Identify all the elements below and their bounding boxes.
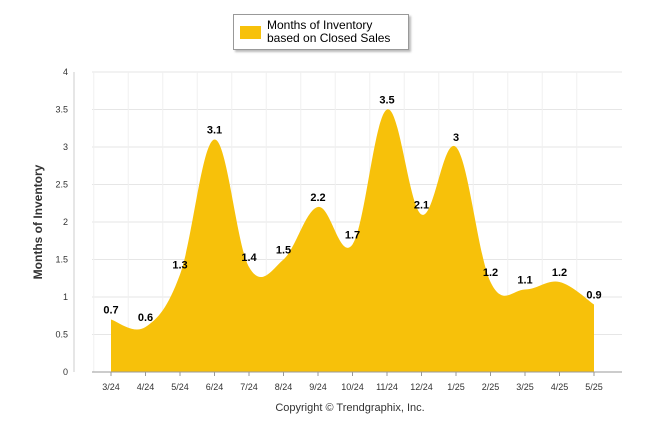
y-tick-label: 0 [63,367,68,377]
data-label: 0.9 [586,290,601,302]
data-label: 3 [453,132,459,144]
data-label: 1.2 [483,267,498,279]
x-tick-label: 10/24 [341,382,364,392]
y-tick-label: 0.5 [55,330,68,340]
legend-swatch [240,25,261,39]
x-tick-label: 12/24 [410,382,433,392]
data-label: 1.1 [517,275,532,287]
x-tick-label: 1/25 [447,382,465,392]
legend: Months of Inventory based on Closed Sale… [233,14,409,50]
y-tick-label: 1 [63,292,68,302]
x-tick-label: 3/25 [516,382,534,392]
y-tick-label: 2 [63,217,68,227]
x-tick-label: 5/24 [171,382,189,392]
y-tick-label: 3.5 [55,105,68,115]
y-tick-label: 1.5 [55,255,68,265]
x-tick-label: 5/25 [585,382,603,392]
series-area [111,109,594,373]
data-label: 1.3 [172,260,187,272]
y-axis-title: Months of Inventory [31,164,45,279]
data-label: 1.4 [241,252,257,264]
data-label: 2.2 [310,192,325,204]
data-label: 0.6 [138,312,153,324]
data-label: 3.1 [207,125,222,137]
x-tick-label: 9/24 [309,382,327,392]
data-label: 3.5 [379,95,394,107]
data-label: 1.5 [276,245,291,257]
y-tick-label: 2.5 [55,180,68,190]
x-tick-label: 6/24 [206,382,224,392]
x-tick-label: 8/24 [275,382,293,392]
y-tick-label: 4 [63,67,68,77]
copyright-text: Copyright © Trendgraphix, Inc. [275,402,425,414]
data-label: 0.7 [103,305,118,317]
x-tick-label: 4/25 [551,382,569,392]
x-tick-label: 2/25 [482,382,500,392]
y-tick-label: 3 [63,142,68,152]
x-tick-label: 7/24 [240,382,258,392]
x-tick-label: 11/24 [376,382,398,392]
data-label: 1.7 [345,230,360,242]
x-tick-label: 4/24 [137,382,155,392]
data-label: 1.2 [552,267,567,279]
x-tick-label: 3/24 [102,382,120,392]
data-label: 2.1 [414,200,429,212]
legend-label: Months of Inventory based on Closed Sale… [267,18,391,45]
